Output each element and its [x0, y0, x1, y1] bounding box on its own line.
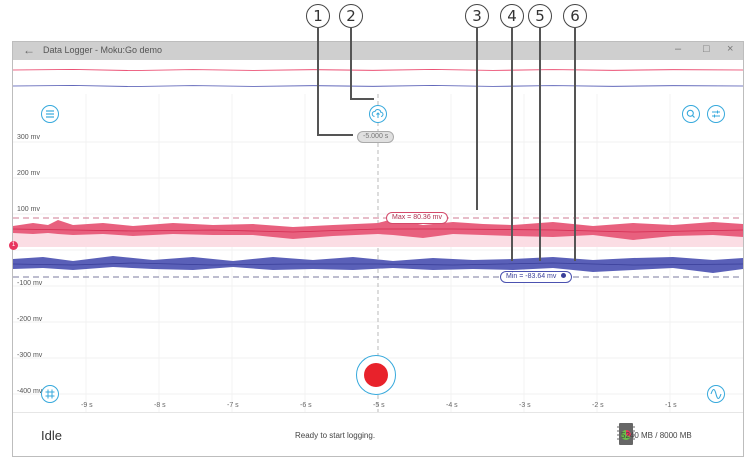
callout-3-line — [476, 27, 478, 210]
signal-button[interactable] — [707, 385, 725, 403]
search-icon — [686, 109, 695, 118]
y-tick-neg300: -300 mv — [17, 352, 43, 359]
chart-area[interactable] — [13, 94, 743, 412]
callout-4-line — [511, 27, 513, 261]
cursor-time-label[interactable]: -5.000 s — [357, 131, 395, 143]
maximize-button[interactable]: □ — [703, 43, 710, 55]
callout-6-line — [574, 27, 576, 261]
close-button[interactable]: × — [727, 43, 734, 55]
y-tick-200: 200 mv — [17, 170, 40, 177]
callout-3: 3 — [465, 4, 489, 28]
y-tick-300: 300 mv — [17, 134, 40, 141]
status-state: Idle — [41, 428, 62, 443]
x-tick: -9 s — [81, 402, 93, 409]
app-window: ← Data Logger - Moku:Go demo – □ × — [9, 41, 744, 457]
x-tick: -5 s — [373, 402, 385, 409]
record-icon — [364, 363, 388, 387]
overview-strip[interactable] — [13, 60, 743, 94]
menu-icon — [46, 110, 54, 118]
grid-button[interactable] — [41, 385, 59, 403]
y-tick-neg200: -200 mv — [17, 316, 43, 323]
x-tick: -6 s — [300, 402, 312, 409]
x-tick: -3 s — [519, 402, 531, 409]
max-label[interactable]: Max = 80.36 mv — [386, 212, 448, 224]
back-icon[interactable]: ← — [23, 43, 35, 57]
callout-1-line — [317, 27, 319, 134]
memory-usage: 5240 MB / 8000 MB — [621, 431, 692, 440]
sliders-icon — [712, 110, 720, 118]
x-tick: -2 s — [592, 402, 604, 409]
window-title: Data Logger - Moku:Go demo — [43, 45, 163, 55]
callout-5: 5 — [528, 4, 552, 28]
callout-2: 2 — [339, 4, 363, 28]
sine-wave-icon — [710, 388, 722, 400]
y-tick-100: 100 mv — [17, 206, 40, 213]
callout-1: 1 — [306, 4, 330, 28]
callout-4: 4 — [500, 4, 524, 28]
x-tick: -1 s — [665, 402, 677, 409]
min-label-dot — [561, 273, 567, 278]
memory-chip-icon — [617, 423, 635, 445]
callout-5-line — [539, 27, 541, 261]
x-tick: -4 s — [446, 402, 458, 409]
status-message: Ready to start logging. — [295, 431, 376, 440]
x-tick: -8 s — [154, 402, 166, 409]
status-bar: Idle Ready to start logging. 5240 MB / 8… — [13, 412, 743, 457]
cloud-upload-icon — [371, 109, 384, 118]
min-label-text: Min = -83.64 mv — [506, 273, 557, 280]
title-bar: ← Data Logger - Moku:Go demo – □ × — [13, 42, 743, 60]
record-button[interactable] — [356, 355, 396, 395]
channel-1-marker[interactable]: 1 — [9, 241, 18, 250]
grid-icon — [45, 389, 55, 399]
menu-button[interactable] — [41, 105, 59, 123]
callout-1-arrow — [317, 134, 353, 136]
x-tick: -7 s — [227, 402, 239, 409]
settings-button[interactable] — [707, 105, 725, 123]
y-tick-neg100: -100 mv — [17, 280, 43, 287]
callout-2-line — [350, 27, 352, 99]
min-label[interactable]: Min = -83.64 mv — [500, 271, 573, 283]
y-tick-neg400: -400 mv — [17, 388, 43, 395]
zoom-button[interactable] — [682, 105, 700, 123]
callout-6: 6 — [563, 4, 587, 28]
minimize-button[interactable]: – — [675, 43, 682, 55]
upload-cloud-button[interactable] — [369, 105, 387, 123]
callout-2-arrow — [350, 98, 374, 100]
